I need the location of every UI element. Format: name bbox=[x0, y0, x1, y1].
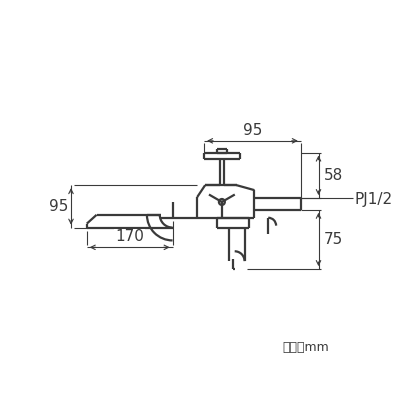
Text: PJ1/2: PJ1/2 bbox=[354, 192, 392, 206]
Text: 170: 170 bbox=[115, 229, 144, 244]
Text: 95: 95 bbox=[49, 199, 68, 214]
Text: 95: 95 bbox=[243, 123, 262, 138]
Text: 75: 75 bbox=[324, 232, 343, 247]
Text: 単位：mm: 単位：mm bbox=[282, 342, 329, 354]
Text: 58: 58 bbox=[324, 168, 343, 183]
